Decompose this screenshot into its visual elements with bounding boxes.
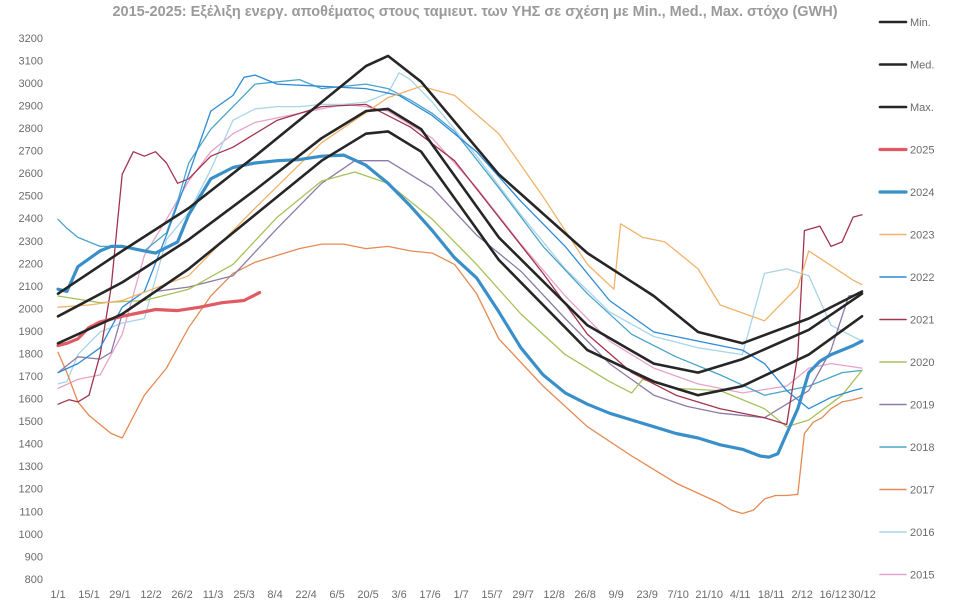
series-line-2021	[57, 103, 863, 426]
legend-item: 2023	[879, 230, 934, 242]
legend: Min. Med. Max. 2025 2024 2023 2022 2021 2020 2019…	[878, 17, 934, 582]
y-tick-label: 1600	[19, 394, 43, 406]
y-tick-label: 1700	[19, 371, 43, 383]
legend-label: 2022	[910, 272, 934, 284]
legend-label: 2017	[910, 485, 934, 497]
y-tick-label: 900	[25, 551, 43, 563]
y-tick-label: 2700	[19, 146, 43, 158]
x-tick-label: 26/8	[574, 589, 595, 601]
legend-label: 2023	[910, 230, 934, 242]
x-tick-label: 12/8	[543, 589, 564, 601]
series-line-2020	[57, 171, 863, 428]
y-tick-label: 1400	[19, 439, 43, 451]
series-line-med	[56, 107, 864, 374]
legend-label: 2021	[910, 315, 934, 327]
legend-label: 2019	[910, 400, 934, 412]
x-tick-label: 3/6	[391, 589, 406, 601]
legend-item: 2024	[878, 187, 934, 199]
y-tick-label: 2300	[19, 236, 43, 248]
legend-label: Med.	[910, 60, 934, 72]
x-tick-label: 26/2	[171, 589, 192, 601]
x-tick-label: 7/10	[667, 589, 688, 601]
x-tick-label: 1/1	[50, 589, 65, 601]
legend-item: 2025	[878, 145, 934, 157]
y-tick-label: 2500	[19, 191, 43, 203]
y-tick-label: 2400	[19, 213, 43, 225]
legend-item: 2016	[879, 527, 934, 539]
x-tick-label: 11/3	[203, 589, 224, 601]
x-tick-label: 20/5	[357, 589, 378, 601]
y-tick-label: 1000	[19, 529, 43, 541]
x-tick-label: 2/12	[791, 589, 812, 601]
y-tick-label: 1200	[19, 484, 43, 496]
y-tick-label: 1300	[19, 461, 43, 473]
series-line-2025	[56, 291, 262, 348]
x-tick-label: 30/12	[848, 589, 876, 601]
y-axis: 800 900 1000 1100 1200 1300 1400 1500 1600 1700 18…	[19, 33, 43, 586]
x-tick-label: 15/7	[481, 589, 502, 601]
y-tick-label: 800	[25, 574, 43, 586]
y-tick-label: 1900	[19, 326, 43, 338]
legend-label: Max.	[910, 102, 934, 114]
y-tick-label: 1500	[19, 416, 43, 428]
legend-label: 2020	[910, 357, 934, 369]
series-line-min	[56, 130, 864, 397]
series-line-2023	[57, 85, 863, 322]
legend-item: 2021	[879, 315, 934, 327]
y-tick-label: 2600	[19, 168, 43, 180]
x-tick-label: 29/7	[512, 589, 533, 601]
legend-item: 2015	[879, 570, 934, 582]
x-tick-label: 8/4	[267, 589, 282, 601]
legend-label: 2018	[910, 442, 934, 454]
x-tick-label: 4/11	[730, 589, 751, 601]
series-line-max	[56, 54, 864, 345]
legend-item: 2017	[879, 485, 934, 497]
legend-item: 2019	[879, 400, 934, 412]
y-tick-label: 2000	[19, 303, 43, 315]
x-tick-label: 29/1	[109, 589, 130, 601]
legend-item: Min.	[878, 17, 931, 29]
x-tick-label: 18/11	[758, 589, 785, 601]
legend-item: Med.	[878, 60, 934, 72]
legend-label: Min.	[910, 17, 931, 29]
y-tick-label: 1800	[19, 348, 43, 360]
legend-item: 2020	[879, 357, 934, 369]
x-tick-label: 17/6	[419, 589, 440, 601]
legend-label: 2016	[910, 527, 934, 539]
legend-item: 2018	[879, 442, 934, 454]
x-tick-label: 16/12	[819, 589, 847, 601]
x-tick-label: 21/10	[695, 589, 723, 601]
y-tick-label: 2200	[19, 258, 43, 270]
x-tick-label: 25/3	[233, 589, 254, 601]
legend-label: 2024	[910, 187, 934, 199]
y-tick-label: 3200	[19, 33, 43, 45]
x-tick-label: 15/1	[78, 589, 99, 601]
plot-area	[56, 54, 864, 515]
x-tick-label: 23/9	[636, 589, 657, 601]
chart-title: 2015-2025: Εξέλιξη ενεργ. αποθέματος στο…	[112, 4, 838, 20]
legend-label: 2015	[910, 570, 934, 582]
y-tick-label: 2100	[19, 281, 43, 293]
series-line-2016	[57, 72, 863, 385]
legend-item: 2022	[879, 272, 934, 284]
x-tick-label: 1/7	[453, 589, 468, 601]
y-tick-label: 2900	[19, 101, 43, 113]
legend-label: 2025	[910, 145, 934, 157]
y-tick-label: 2800	[19, 123, 43, 135]
y-tick-label: 3000	[19, 78, 43, 90]
x-axis: 1/1 15/1 29/1 12/2 26/2 11/3 25/3 8/4 22/4 6/5 20/…	[50, 589, 875, 601]
x-tick-label: 6/5	[329, 589, 344, 601]
y-tick-label: 1100	[19, 506, 43, 518]
x-tick-label: 12/2	[140, 589, 161, 601]
x-tick-label: 22/4	[295, 589, 316, 601]
y-tick-label: 3100	[19, 55, 43, 67]
x-tick-label: 9/9	[609, 589, 624, 601]
legend-item: Max.	[878, 102, 934, 114]
series-line-2017	[57, 243, 863, 515]
series-line-2024	[56, 153, 864, 459]
